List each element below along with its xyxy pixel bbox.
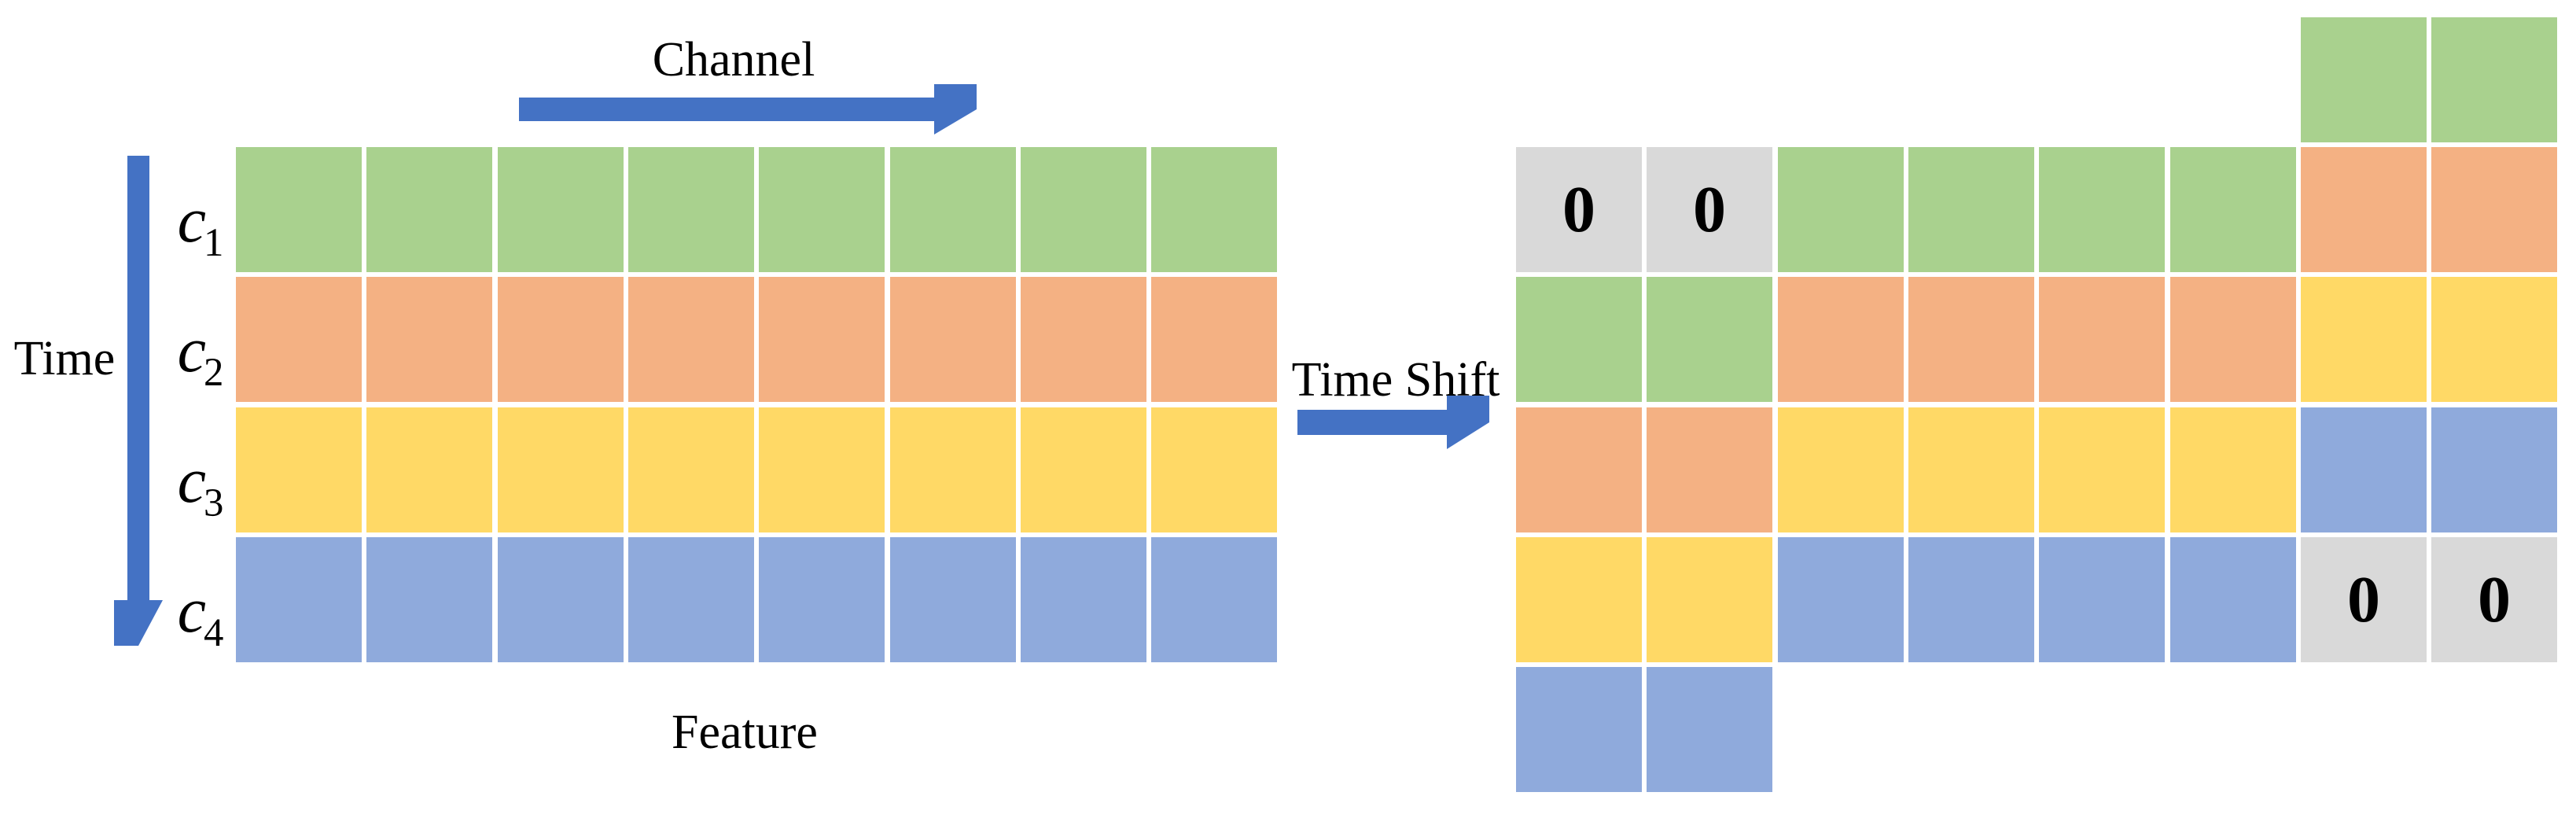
grid-cell: [2301, 407, 2427, 532]
grid-cell: [2301, 277, 2427, 402]
grid-cell: [2170, 407, 2296, 532]
row-label-c1: c1: [178, 188, 224, 263]
grid-cell: [498, 277, 624, 402]
grid-cell: [2170, 537, 2296, 662]
arrow-shaft: [519, 98, 934, 121]
grid-cell: [2431, 277, 2557, 402]
grid-cell: [366, 537, 492, 662]
grid-cell: [2301, 147, 2427, 272]
grid-cell: [890, 277, 1016, 402]
zero-padding-cell: 0: [1516, 147, 1642, 272]
grid-cell: [236, 147, 362, 272]
grid-cell: [759, 537, 885, 662]
row-label-sub: 2: [203, 349, 224, 394]
grid-cell: [890, 537, 1016, 662]
grid-cell: [2431, 17, 2557, 142]
grid-cell: [628, 537, 754, 662]
row-label-base: c: [177, 574, 207, 646]
grid-cell: [1021, 277, 1146, 402]
grid-cell: [1151, 147, 1277, 272]
grid-cell: [1151, 277, 1277, 402]
grid-cell: [1908, 277, 2034, 402]
grid-cell: [1908, 407, 2034, 532]
grid-cell: [1151, 537, 1277, 662]
grid-cell: [366, 407, 492, 532]
row-label-c2: c2: [178, 318, 224, 392]
grid-cell: [759, 147, 885, 272]
grid-cell: [628, 147, 754, 272]
grid-cell: [1021, 147, 1146, 272]
grid-cell: [1647, 407, 1772, 532]
grid-cell: [1778, 537, 1904, 662]
grid-cell: [2301, 17, 2427, 142]
grid-cell: [1778, 277, 1904, 402]
row-label-sub: 4: [203, 610, 224, 654]
grid-cell: [890, 147, 1016, 272]
arrow-head: [114, 600, 163, 646]
grid-cell: [2431, 407, 2557, 532]
grid-cell: [1516, 407, 1642, 532]
zero-padding-cell: 0: [1647, 147, 1772, 272]
grid-cell: [1021, 537, 1146, 662]
row-label-sub: 1: [203, 219, 224, 264]
grid-cell: [2170, 147, 2296, 272]
arrow-shaft: [127, 156, 149, 600]
grid-cell: [1647, 277, 1772, 402]
channel-axis-label: Channel: [652, 33, 815, 87]
grid-cell: [2170, 277, 2296, 402]
grid-cell: [1647, 667, 1772, 792]
grid-cell: [628, 407, 754, 532]
grid-cell: [1516, 277, 1642, 402]
grid-cell: [236, 277, 362, 402]
grid-cell: [628, 277, 754, 402]
grid-cell: [1778, 407, 1904, 532]
zero-padding-cell: 0: [2301, 537, 2427, 662]
row-label-base: c: [177, 444, 207, 516]
grid-cell: [759, 407, 885, 532]
grid-cell: [1516, 667, 1642, 792]
grid-cell: [1151, 407, 1277, 532]
grid-cell: [1647, 537, 1772, 662]
row-label-c4: c4: [178, 578, 224, 653]
grid-cell: [498, 537, 624, 662]
grid-cell: [498, 407, 624, 532]
grid-cell: [1021, 407, 1146, 532]
grid-cell: [236, 407, 362, 532]
grid-cell: [2431, 147, 2557, 272]
grid-cell: [236, 537, 362, 662]
grid-cell: [1908, 147, 2034, 272]
arrow-head: [934, 84, 977, 134]
arrow-shaft: [1297, 410, 1447, 435]
grid-cell: [890, 407, 1016, 532]
grid-cell: [2039, 407, 2165, 532]
row-label-sub: 3: [203, 480, 224, 525]
row-label-base: c: [177, 314, 207, 385]
grid-cell: [1908, 537, 2034, 662]
grid-cell: [366, 277, 492, 402]
feature-axis-label: Feature: [672, 706, 818, 759]
grid-cell: [2039, 147, 2165, 272]
grid-cell: [1778, 147, 1904, 272]
grid-cell: [759, 277, 885, 402]
grid-cell: [2039, 537, 2165, 662]
grid-cell: [498, 147, 624, 272]
grid-cell: [1516, 537, 1642, 662]
time-axis-label: Time: [13, 332, 116, 385]
grid-cell: [2039, 277, 2165, 402]
zero-padding-cell: 0: [2431, 537, 2557, 662]
arrow-head: [1447, 396, 1489, 449]
row-label-c3: c3: [178, 448, 224, 523]
row-label-base: c: [177, 184, 207, 256]
grid-cell: [366, 147, 492, 272]
